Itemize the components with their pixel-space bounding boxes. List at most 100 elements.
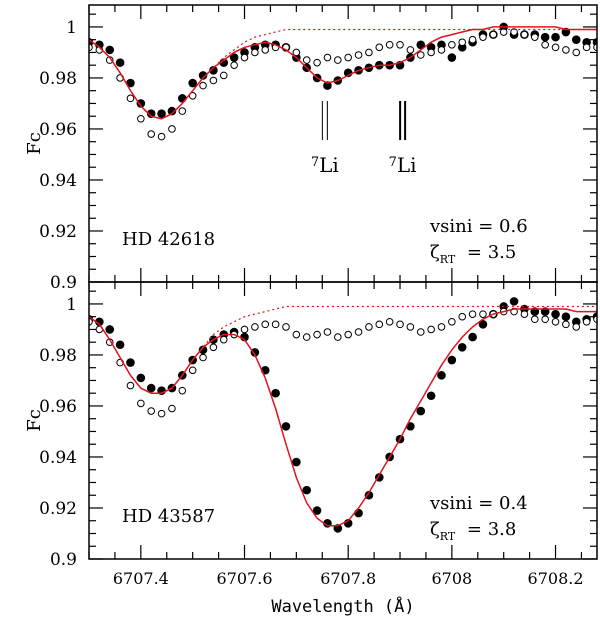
open-data-point <box>240 53 249 62</box>
comparison-open-series <box>89 28 597 141</box>
open-data-point <box>230 61 238 69</box>
open-data-point <box>178 107 187 115</box>
open-data-point <box>365 48 373 57</box>
y-tick-label: 0.9 <box>50 550 77 570</box>
open-data-point <box>448 317 456 326</box>
open-data-point <box>209 76 218 85</box>
open-data-point <box>334 56 342 64</box>
filled-data-point <box>95 317 104 327</box>
open-data-point <box>261 320 270 329</box>
y-tick-label: 0.94 <box>39 171 77 191</box>
open-data-point <box>365 323 373 331</box>
open-data-point <box>458 38 467 47</box>
filled-data-point <box>136 99 146 108</box>
open-data-point <box>271 320 280 329</box>
open-data-point <box>137 399 145 408</box>
open-data-point <box>572 48 581 57</box>
isotope-superscript: 7 <box>389 155 397 170</box>
open-data-point <box>261 46 270 54</box>
open-data-point <box>510 28 518 36</box>
filled-data-point <box>198 71 208 80</box>
open-data-point <box>562 46 570 54</box>
open-data-point <box>219 71 228 80</box>
li-label: 7Li <box>389 153 417 177</box>
open-data-point <box>334 333 342 341</box>
x-tick-label: 6707.6 <box>217 569 273 588</box>
open-data-point <box>530 33 539 41</box>
open-data-point <box>188 366 197 375</box>
filled-data-point <box>416 40 426 50</box>
open-data-point <box>137 114 145 123</box>
filled-data-point <box>302 485 312 495</box>
filled-data-point <box>416 406 426 416</box>
zeta-zeta-sub: RT <box>440 253 456 266</box>
filled-data-point <box>540 32 550 42</box>
li-label: 7Li <box>311 153 339 177</box>
zeta-zeta-value: = 3.8 <box>461 519 516 540</box>
open-data-point <box>89 43 93 52</box>
open-data-point <box>479 310 487 318</box>
zeta-zeta-symbol: ζ <box>430 242 440 263</box>
open-data-point <box>178 386 187 395</box>
filled-data-point <box>250 348 260 357</box>
open-data-point <box>427 48 435 57</box>
open-data-point <box>520 30 529 39</box>
open-data-point <box>385 40 394 49</box>
open-data-point <box>437 46 446 54</box>
filled-data-point <box>209 65 218 75</box>
filled-data-point <box>447 53 457 62</box>
zeta-zeta-sub: RT <box>440 530 456 543</box>
open-data-point <box>240 325 249 334</box>
x-tick-label: 6708 <box>431 569 472 588</box>
open-data-point <box>479 33 487 41</box>
x-tick-labels: 6707.4 6707.6 6707.8 6708 6708.2 <box>113 569 584 588</box>
filled-data-point <box>167 106 177 116</box>
open-data-point <box>416 51 425 59</box>
synthetic-fit-line <box>89 308 597 527</box>
filled-data-point <box>146 383 156 393</box>
open-data-point <box>582 43 591 52</box>
filled-data-point <box>136 373 146 383</box>
y-tick-label: 1 <box>66 18 77 38</box>
filled-data-point <box>457 342 467 352</box>
open-data-point <box>157 132 166 141</box>
open-data-point <box>292 330 301 339</box>
open-data-point <box>354 51 363 59</box>
y-axis-label: Fc <box>24 409 45 432</box>
element-symbol: Li <box>319 153 339 177</box>
filled-data-point <box>551 32 560 42</box>
isotope-superscript: 7 <box>311 155 319 170</box>
open-data-point <box>437 323 446 331</box>
y-tick-label: 0.98 <box>39 346 77 366</box>
open-data-point <box>344 53 352 62</box>
y-tick-label: 0.96 <box>39 120 77 140</box>
filled-data-point <box>437 371 446 380</box>
filled-data-point <box>426 391 436 401</box>
open-data-point <box>168 404 176 413</box>
open-data-point <box>396 320 404 329</box>
y-tick-label: 0.9 <box>50 273 77 293</box>
panel-frame <box>88 281 598 560</box>
open-data-point <box>302 56 311 64</box>
open-data-point <box>251 48 259 57</box>
filled-data-point <box>115 340 125 350</box>
x-tick-label: 6707.4 <box>113 569 169 588</box>
open-data-point <box>209 343 218 352</box>
open-data-point <box>292 48 301 57</box>
open-data-point <box>551 43 560 52</box>
filled-data-point <box>126 78 135 88</box>
filled-data-point <box>126 358 135 367</box>
filled-data-point <box>468 332 477 342</box>
panel-2: 0.9 0.92 0.94 0.96 0.98 1 Fc HD 43587 vsini = 0.… <box>24 281 598 570</box>
open-data-point <box>89 317 93 326</box>
star-name: HD 42618 <box>122 229 215 250</box>
filled-data-point <box>198 345 208 355</box>
open-data-point <box>458 312 467 321</box>
open-data-point <box>551 317 560 326</box>
open-data-point <box>406 323 415 331</box>
filled-data-point <box>447 355 457 365</box>
filled-data-point <box>219 58 229 67</box>
x-axis-label: Wavelength (Å) <box>271 595 414 617</box>
open-data-point <box>199 353 207 362</box>
